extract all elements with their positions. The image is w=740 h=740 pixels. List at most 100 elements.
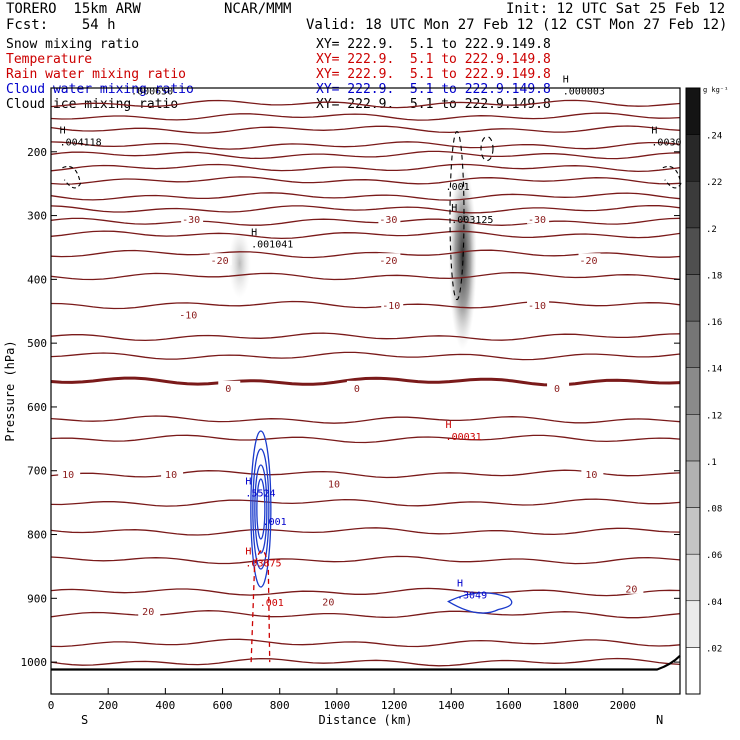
x-tick-label-5: 1000 [324,699,351,712]
temperature-contour-3 [50,587,681,597]
extremum-label-11: .001 [263,517,287,528]
temperature-contour-5 [50,527,681,536]
temperature-label-bg-7 [218,380,241,393]
cloud-water-contour-0 [250,430,272,588]
x-tick-label-9: 1800 [552,699,579,712]
valid-time: Valid: 18 UTC Mon 27 Feb 12 (12 CST Mon … [306,17,728,33]
temperature-contour-13 [50,300,681,310]
temperature-label-bg-12 [527,297,550,310]
temperature-label-bg-11 [381,297,404,310]
x-axis-label: Distance (km) [319,713,413,727]
temperature-label-10: -10 [179,310,197,321]
legend-cloud-ice-name: Cloud ice mixing ratio [6,97,179,112]
colorbar-step-8 [685,274,701,322]
temperature-label-11: -10 [382,301,400,312]
legend-temperature-name: Temperature [6,52,93,67]
extremum-mark-6: H [446,420,452,431]
colorbar-tick-4: .1 [706,458,717,468]
cloud-water-contour-3 [256,478,266,540]
legend-rain-xy: XY= 222.9. 5.1 to 222.9.149.8 [316,68,551,82]
colorbar-tick-8: .18 [706,271,722,281]
temperature-label-bg-4 [138,604,161,617]
legend-rain: Rain water mixing ratio [6,68,186,82]
legend-snow: Snow mixing ratio [6,38,139,52]
south-label: S [81,713,88,727]
temperature-label-17: -30 [379,215,397,226]
temperature-label-5: 20 [322,598,334,609]
temperature-contour-1 [50,638,681,648]
extremum-label-4: .000003 [563,86,605,97]
temperature-contour-18 [50,204,681,214]
temperature-label-8: 0 [354,384,360,395]
colorbar-tick-10: .22 [706,178,722,188]
colorbar-step-10 [685,180,701,229]
temperature-contour-14 [50,271,681,281]
x-tick-label-6: 1200 [381,699,408,712]
temperature-contour-9 [50,415,681,424]
temperature-label-bg-3 [581,466,604,479]
temperature-label-0: 10 [62,470,74,481]
legend-cloud-water-xy: XY= 222.9. 5.1 to 222.9.149.8 [316,83,551,97]
temperature-contour-17 [50,217,681,226]
temperature-label-bg-0 [58,466,81,479]
x-tick-label-2: 400 [155,699,175,712]
legend-cloud-ice-xy-text: XY= 222.9. 5.1 to 222.9.149.8 [316,97,551,112]
colorbar-step-5 [685,414,701,462]
temperature-label-18: -30 [528,215,546,226]
temperature-label-7: 0 [225,384,231,395]
legend-temperature: Temperature [6,53,92,67]
temperature-label-2: 10 [328,479,340,490]
extremum-label-12: .001 [260,598,284,609]
temperature-contour-20 [50,176,681,185]
extremum-label-7: .5524 [245,488,275,499]
temperature-contour-26 [50,99,681,109]
extremum-label-5: .0030 [651,137,681,148]
temperature-label-bg-15 [578,253,601,266]
temperature-contour-22 [50,150,681,160]
legend-cloud-water-xy-text: XY= 222.9. 5.1 to 222.9.149.8 [316,82,551,97]
temperature-label-9: 0 [554,384,560,395]
temperature-contour-16 [50,230,681,240]
legend-cloud-ice-xy: XY= 222.9. 5.1 to 222.9.149.8 [316,98,551,112]
temperature-contour-24 [50,125,681,134]
legend-cloud-ice: Cloud ice mixing ratio [6,98,178,112]
temperature-label-bg-2 [324,476,347,489]
legend-snow-xy: XY= 222.9. 5.1 to 222.9.149.8 [316,38,551,52]
colorbar-tick-5: .12 [706,411,722,421]
temperature-label-13: -20 [211,256,229,267]
cloud-ice-contour-2 [62,165,82,189]
legend-cloud-water-name: Cloud water mixing ratio [6,82,194,97]
extremum-mark-0: H [60,125,66,136]
legend-rain-xy-text: XY= 222.9. 5.1 to 222.9.149.8 [316,67,551,82]
colorbar-step-7 [685,320,701,368]
extremum-mark-8: H [245,546,251,557]
colorbar-tick-2: .06 [706,551,722,561]
temperature-label-bg-18 [527,211,550,224]
temperature-label-bg-17 [378,211,401,224]
colorbar-tick-11: .24 [706,132,722,142]
colorbar-step-4 [685,460,701,508]
y-tick-label-7: 900 [27,592,47,605]
terrain-line [51,654,681,671]
cloud-ice-contour-1 [480,136,494,162]
extremum-mark-5: H [651,125,657,136]
legend-cloud-water: Cloud water mixing ratio [6,83,194,97]
temperature-label-16: -30 [182,215,200,226]
temperature-label-1: 10 [165,470,177,481]
temperature-contour-19 [50,192,681,201]
x-tick-label-1: 200 [98,699,118,712]
extremum-label-3: .003125 [451,215,493,226]
extremum-mark-7: H [245,476,251,487]
colorbar-step-0 [685,647,701,695]
extremum-mark-4: H [563,74,569,85]
legend-temperature-xy: XY= 222.9. 5.1 to 222.9.149.8 [316,53,551,67]
temperature-contour-15 [50,249,681,259]
temperature-label-15: -20 [579,256,597,267]
temperature-label-bg-9 [547,380,570,393]
cloud-water-contour-1 [252,448,270,570]
legend-snow-xy-text: XY= 222.9. 5.1 to 222.9.149.8 [316,37,551,52]
temperature-label-bg-6 [621,581,644,594]
colorbar-step-9 [685,227,701,275]
y-tick-label-2: 400 [27,273,47,286]
